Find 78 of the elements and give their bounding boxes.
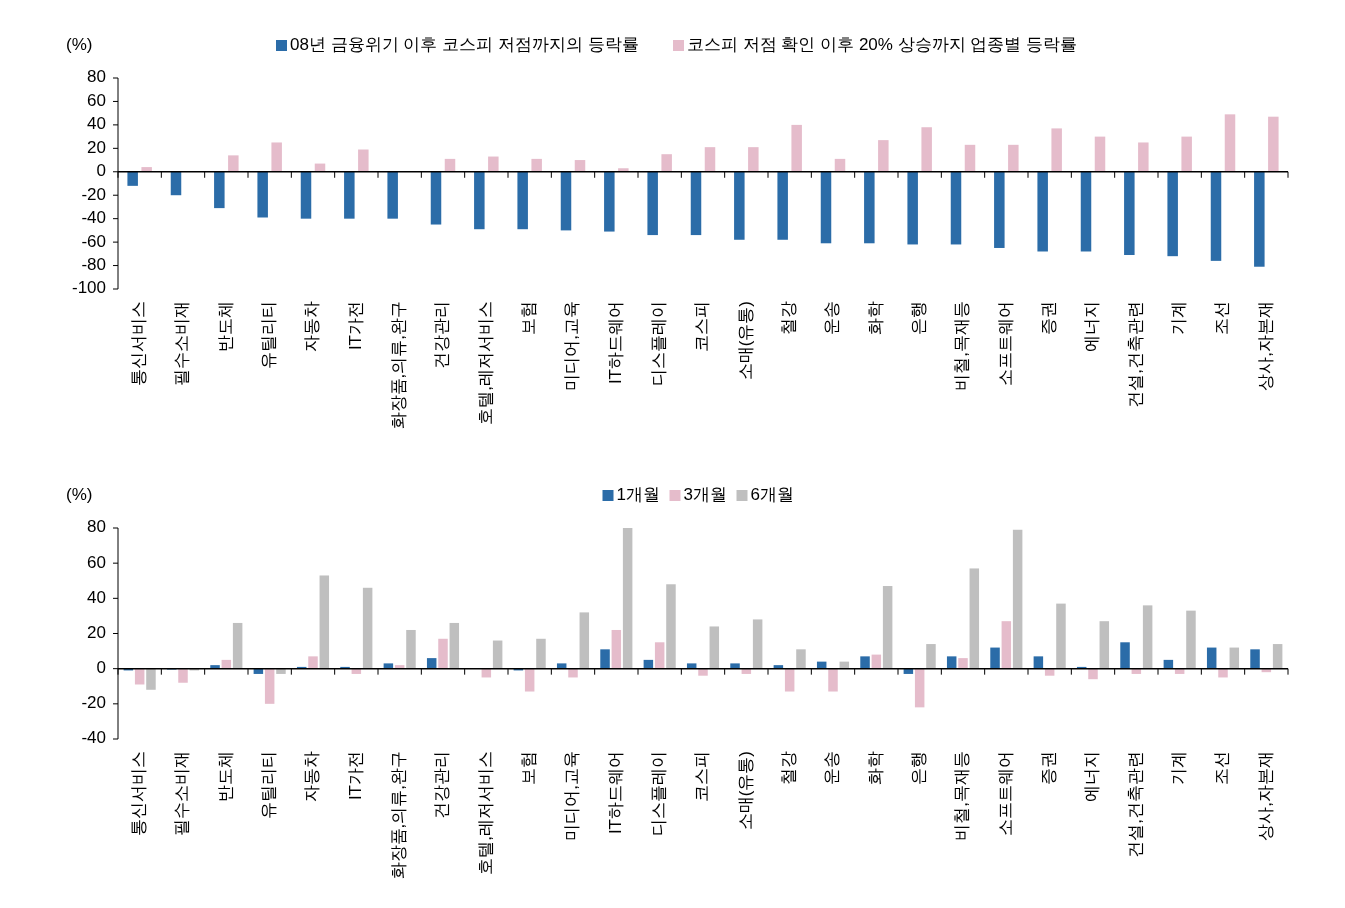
x-tick-label: 건강관리 <box>432 751 452 819</box>
x-tick-label: 호텔,레저서비스 <box>475 751 495 875</box>
y-tick-label: 0 <box>96 161 106 181</box>
legend-label: 6개월 <box>750 485 794 505</box>
y-tick-label: 60 <box>87 90 106 110</box>
x-tick-label: IT가전 <box>345 751 365 801</box>
x-tick-label: 증권 <box>1039 751 1059 785</box>
x-tick-label: 철강 <box>779 301 799 335</box>
x-tick-label: 화장품,의류,완구 <box>389 751 409 880</box>
y-tick-label: 0 <box>96 658 106 678</box>
y-axis-title: (%) <box>66 485 93 505</box>
legend-label: 1개월 <box>616 485 660 505</box>
x-tick-label: 코스피 <box>692 301 712 352</box>
y-tick-label: -40 <box>81 208 106 228</box>
x-tick-label: IT가전 <box>345 301 365 351</box>
x-tick-label: 필수소비재 <box>172 751 192 836</box>
x-tick-label: IT하드웨어 <box>605 751 625 835</box>
x-tick-label: 필수소비재 <box>172 301 192 386</box>
x-tick-label: 에너지 <box>1082 301 1102 352</box>
x-tick-label: 유틸리티 <box>259 751 279 819</box>
x-tick-label: 은행 <box>909 301 929 335</box>
x-tick-label: 비철,목재등 <box>952 301 972 391</box>
x-tick-label: 운송 <box>822 751 842 785</box>
x-tick-label: 미디어,교육 <box>562 301 582 391</box>
x-tick-label: 코스피 <box>692 751 712 802</box>
x-tick-label: 반도체 <box>215 301 235 352</box>
x-tick-label: 기계 <box>1169 751 1189 785</box>
x-tick-label: 상사,자본재 <box>1255 751 1275 841</box>
x-tick-label: 소프트웨어 <box>995 301 1015 386</box>
x-tick-label: IT하드웨어 <box>605 301 625 385</box>
y-tick-label: 20 <box>87 622 106 642</box>
x-tick-label: 건강관리 <box>432 301 452 369</box>
x-tick-label: 자동차 <box>302 751 322 802</box>
x-tick-label: 에너지 <box>1082 751 1102 802</box>
y-tick-label: 20 <box>87 137 106 157</box>
y-tick-label: -100 <box>71 278 106 298</box>
x-tick-label: 유틸리티 <box>259 301 279 369</box>
y-tick-label: 80 <box>87 67 106 87</box>
x-tick-label: 반도체 <box>215 751 235 802</box>
x-tick-label: 건설,건축관련 <box>1125 751 1145 858</box>
x-tick-label: 통신서비스 <box>129 751 149 836</box>
y-tick-label: -20 <box>81 184 106 204</box>
x-tick-label: 증권 <box>1039 301 1059 335</box>
legend-label: 08년 금융위기 이후 코스피 저점까지의 등락률 <box>290 35 639 55</box>
y-tick-label: 80 <box>87 517 106 537</box>
y-tick-label: 40 <box>87 114 106 134</box>
x-tick-label: 화장품,의류,완구 <box>389 301 409 430</box>
x-tick-label: 통신서비스 <box>129 301 149 386</box>
x-tick-label: 보험 <box>519 301 539 335</box>
x-tick-label: 조선 <box>1212 301 1232 335</box>
x-tick-label: 운송 <box>822 301 842 335</box>
x-tick-label: 화학 <box>865 301 885 335</box>
x-tick-label: 보험 <box>519 751 539 785</box>
x-tick-label: 화학 <box>865 751 885 785</box>
y-tick-label: -40 <box>81 728 106 748</box>
y-tick-label: 40 <box>87 587 106 607</box>
x-tick-label: 소매(유통) <box>735 301 755 381</box>
x-tick-label: 디스플레이 <box>649 301 669 386</box>
x-tick-label: 소프트웨어 <box>995 751 1015 836</box>
legend-label: 3개월 <box>683 485 727 505</box>
y-tick-label: 60 <box>87 552 106 572</box>
legend-label: 코스피 저점 확인 이후 20% 상승까지 업종별 등락률 <box>687 35 1078 55</box>
x-tick-label: 상사,자본재 <box>1255 301 1275 391</box>
x-tick-label: 미디어,교육 <box>562 751 582 841</box>
x-tick-label: 철강 <box>779 751 799 785</box>
x-tick-label: 은행 <box>909 751 929 785</box>
y-tick-label: -20 <box>81 693 106 713</box>
x-tick-label: 호텔,레저서비스 <box>475 301 495 425</box>
x-tick-label: 디스플레이 <box>649 751 669 836</box>
x-tick-label: 소매(유통) <box>735 751 755 831</box>
x-tick-label: 조선 <box>1212 751 1232 785</box>
y-tick-label: -80 <box>81 255 106 275</box>
x-tick-label: 기계 <box>1169 301 1189 335</box>
x-tick-label: 자동차 <box>302 301 322 352</box>
x-tick-label: 비철,목재등 <box>952 751 972 841</box>
y-tick-label: -60 <box>81 231 106 251</box>
y-axis-title: (%) <box>66 35 93 55</box>
x-tick-label: 건설,건축관련 <box>1125 301 1145 408</box>
